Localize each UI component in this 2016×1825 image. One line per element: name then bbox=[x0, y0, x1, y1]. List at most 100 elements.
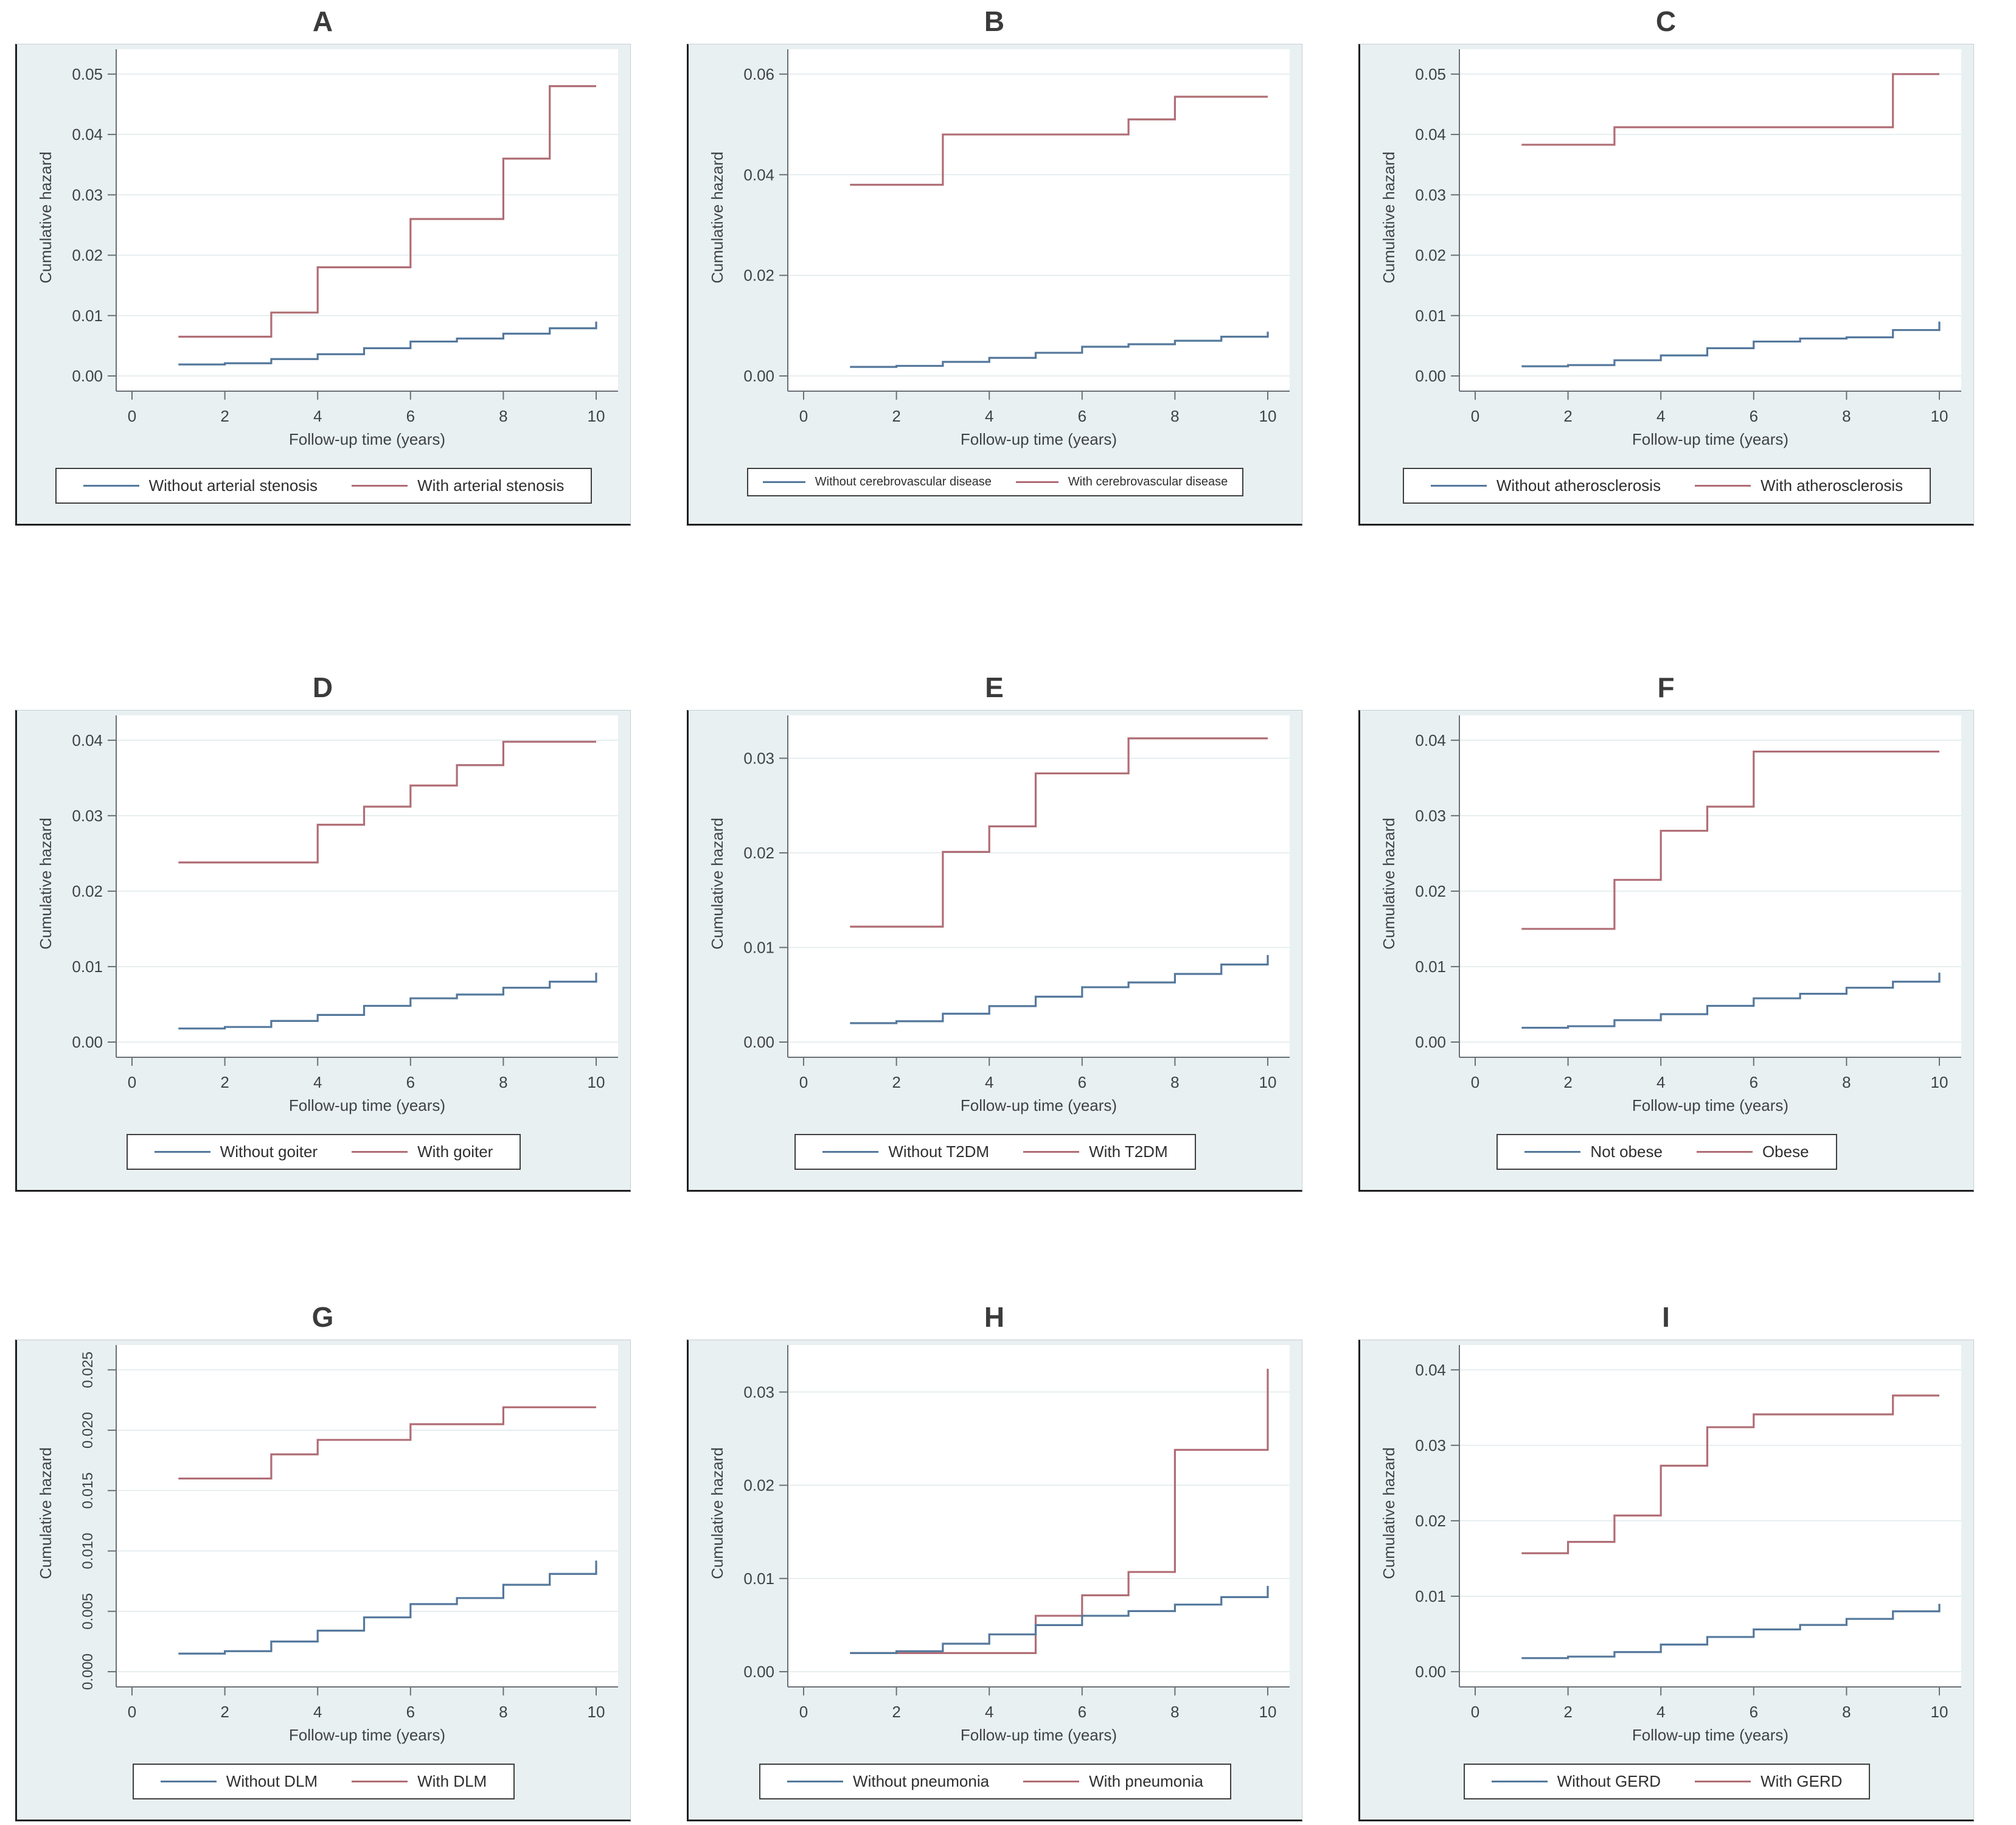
x-tick-label: 6 bbox=[406, 1073, 415, 1091]
y-tick-label: 0.00 bbox=[1415, 1033, 1446, 1051]
x-tick-label: 2 bbox=[220, 1073, 229, 1091]
x-tick-label: 0 bbox=[128, 1703, 136, 1721]
chart-panel: G 0.000 0.005 0.010 0.015 0.020 0.025 0 2 4 6 8 10 F… bbox=[0, 1217, 672, 1825]
legend-label: Obese bbox=[1762, 1142, 1809, 1161]
y-tick-label: 0.03 bbox=[1415, 807, 1446, 825]
legend-swatch-red bbox=[1695, 485, 1751, 487]
y-tick-label: 0.010 bbox=[80, 1532, 96, 1569]
legend-box: Without atherosclerosis With atherosclero… bbox=[1402, 468, 1931, 504]
series-line-without bbox=[178, 972, 597, 1030]
y-axis-label: Cumulative hazard bbox=[1380, 151, 1398, 283]
x-tick-label: 10 bbox=[588, 407, 605, 425]
y-tick-label: 0.03 bbox=[72, 186, 103, 204]
legend-label: Without cerebrovascular disease bbox=[815, 475, 992, 488]
legend-item: Without arterial stenosis bbox=[83, 476, 318, 495]
legend-swatch-blue bbox=[1491, 1781, 1548, 1782]
legend-swatch-red bbox=[1015, 481, 1058, 483]
x-tick-label: 0 bbox=[128, 1073, 136, 1091]
y-tick-label: 0.005 bbox=[80, 1593, 96, 1630]
legend-item: With DLM bbox=[352, 1772, 487, 1791]
x-tick-label: 2 bbox=[1563, 1703, 1572, 1721]
y-tick-label: 0.03 bbox=[1415, 186, 1446, 204]
panel-frame: 0.00 0.01 0.02 0.03 0.04 0.05 0 2 4 6 8 10 Follow-up… bbox=[15, 44, 631, 526]
x-tick-label: 4 bbox=[1656, 407, 1665, 425]
y-tick-label: 0.01 bbox=[72, 307, 103, 325]
legend-swatch-red bbox=[352, 1151, 408, 1153]
legend-box: Without DLM With DLM bbox=[132, 1764, 515, 1799]
legend-item: With atherosclerosis bbox=[1695, 476, 1903, 495]
x-axis-label: Follow-up time (years) bbox=[289, 430, 445, 448]
legend-box: Without goiter With goiter bbox=[126, 1134, 521, 1170]
legend-label: Without DLM bbox=[226, 1772, 318, 1790]
y-tick-label: 0.00 bbox=[1415, 367, 1446, 385]
x-tick-label: 0 bbox=[799, 407, 808, 425]
legend-swatch-blue bbox=[160, 1781, 217, 1782]
x-tick-label: 10 bbox=[1259, 1703, 1277, 1721]
legend-item: With GERD bbox=[1695, 1772, 1842, 1791]
series-line-with bbox=[1521, 750, 1939, 930]
chart-panel: I 0.00 0.01 0.02 0.03 0.04 0 2 4 6 8 10 Follow-up t… bbox=[1343, 1217, 2015, 1825]
y-axis-label: Cumulative hazard bbox=[36, 1447, 55, 1579]
panel-frame: 0.000 0.005 0.010 0.015 0.020 0.025 0 2 4 6 8 10 Fol… bbox=[15, 1340, 631, 1821]
panel-frame: 0.00 0.01 0.02 0.03 0.04 0.05 0 2 4 6 8 10 Follow-up… bbox=[1358, 44, 1974, 526]
y-tick-label: 0.02 bbox=[1415, 246, 1446, 265]
plot-area bbox=[1460, 715, 1961, 1057]
y-tick-label: 0.02 bbox=[72, 882, 103, 900]
legend-label: With pneumonia bbox=[1089, 1772, 1203, 1790]
x-tick-label: 4 bbox=[313, 1073, 322, 1091]
x-tick-label: 2 bbox=[1563, 1073, 1572, 1091]
legend-swatch-red bbox=[1023, 1781, 1080, 1782]
panel-title: D bbox=[312, 672, 334, 703]
legend-label: Without GERD bbox=[1557, 1772, 1661, 1790]
step-chart: 0.00 0.01 0.02 0.03 0 2 4 6 8 10 Follow-up time (y… bbox=[708, 715, 1290, 1114]
x-axis-label: Follow-up time (years) bbox=[1632, 430, 1788, 448]
y-axis-label: Cumulative hazard bbox=[708, 1447, 726, 1579]
x-tick-label: 10 bbox=[588, 1703, 605, 1721]
y-tick-label: 0.04 bbox=[743, 165, 774, 184]
legend-item: Without atherosclerosis bbox=[1430, 476, 1661, 495]
x-tick-label: 6 bbox=[1078, 1703, 1086, 1721]
panel-title: B bbox=[984, 5, 1006, 37]
x-tick-label: 8 bbox=[1842, 1703, 1851, 1721]
legend-box: Without pneumonia With pneumonia bbox=[759, 1764, 1231, 1799]
step-chart: 0.00 0.01 0.02 0.03 0.04 0 2 4 6 8 10 Follow-up tim… bbox=[36, 715, 618, 1114]
legend-label: With DLM bbox=[417, 1772, 487, 1790]
legend-box: Not obese Obese bbox=[1496, 1134, 1837, 1170]
legend-swatch-blue bbox=[83, 485, 139, 487]
panel-frame: 0.00 0.02 0.04 0.06 0 2 4 6 8 10 Follow-up time (y… bbox=[687, 44, 1302, 526]
y-tick-label: 0.03 bbox=[743, 1383, 774, 1401]
y-tick-label: 0.06 bbox=[743, 65, 774, 83]
legend-swatch-blue bbox=[822, 1151, 879, 1153]
legend-swatch-blue bbox=[762, 481, 805, 483]
legend-swatch-red bbox=[352, 1781, 408, 1782]
legend-label: Without arterial stenosis bbox=[148, 476, 318, 495]
y-tick-label: 0.00 bbox=[743, 367, 774, 385]
x-tick-label: 0 bbox=[1471, 407, 1479, 425]
step-chart: 0.000 0.005 0.010 0.015 0.020 0.025 0 2 4 6 8 10 Fol… bbox=[36, 1345, 618, 1744]
y-tick-label: 0.01 bbox=[1415, 958, 1446, 976]
y-tick-label: 0.00 bbox=[743, 1033, 774, 1051]
y-tick-label: 0.01 bbox=[1415, 307, 1446, 325]
legend-label: With arterial stenosis bbox=[417, 476, 565, 495]
step-chart: 0.00 0.01 0.02 0.03 0 2 4 6 8 10 Follow-up time (y… bbox=[708, 1345, 1290, 1744]
legend-item: Obese bbox=[1696, 1142, 1809, 1161]
panel-frame: 0.00 0.01 0.02 0.03 0.04 0 2 4 6 8 10 Follow-up tim… bbox=[15, 710, 631, 1192]
y-tick-label: 0.01 bbox=[1415, 1587, 1446, 1605]
legend-item: With cerebrovascular disease bbox=[1015, 475, 1228, 489]
x-tick-label: 2 bbox=[220, 407, 229, 425]
x-tick-label: 10 bbox=[1259, 407, 1277, 425]
legend-label: With T2DM bbox=[1089, 1142, 1168, 1161]
y-tick-label: 0.05 bbox=[1415, 65, 1446, 83]
x-tick-label: 2 bbox=[892, 407, 900, 425]
series-line-without bbox=[178, 321, 597, 366]
series-line-with bbox=[850, 737, 1268, 928]
x-tick-label: 10 bbox=[588, 1073, 605, 1091]
x-axis-label: Follow-up time (years) bbox=[289, 1096, 445, 1114]
panel-frame: 0.00 0.01 0.02 0.03 0.04 0 2 4 6 8 10 Follow-up tim… bbox=[1358, 710, 1974, 1192]
panel-title: A bbox=[312, 5, 334, 37]
series-line-without bbox=[1521, 972, 1941, 1029]
plot-area bbox=[117, 1345, 618, 1687]
x-tick-label: 2 bbox=[892, 1703, 900, 1721]
chart-panel: H 0.00 0.01 0.02 0.03 0 2 4 6 8 10 Follow-up time … bbox=[672, 1217, 1343, 1825]
legend-item: Without DLM bbox=[160, 1772, 318, 1791]
